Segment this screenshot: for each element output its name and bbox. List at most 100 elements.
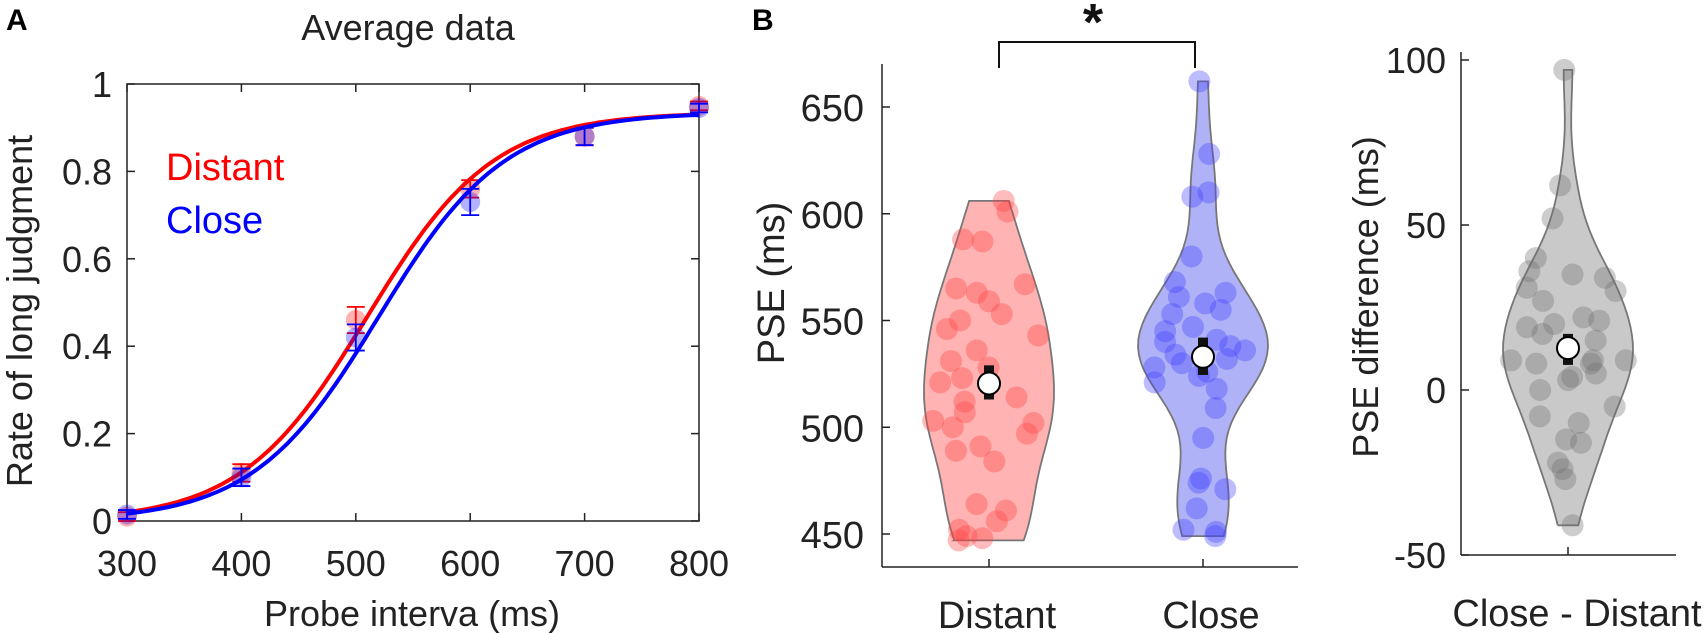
- data-point-distant: [955, 525, 978, 548]
- panel-b: B 450 500 550 600 650 PSE (ms) Distant Close *: [751, 0, 1298, 633]
- data-point-close: [1192, 426, 1215, 449]
- mean-marker-difference: [1556, 336, 1580, 361]
- data-point-difference: [1528, 405, 1551, 428]
- y-tick-label: 100: [1386, 40, 1446, 81]
- data-point-close: [1219, 335, 1242, 358]
- x-tick-label-close: Close: [1162, 595, 1259, 633]
- data-point-difference: [1531, 322, 1554, 345]
- data-point-distant: [994, 499, 1017, 522]
- data-point-distant: [949, 309, 972, 332]
- y-axis-label: PSE (ms): [751, 202, 793, 365]
- data-point-distant: [947, 529, 970, 552]
- data-point-distant: [935, 318, 958, 341]
- data-point-distant: [971, 527, 994, 550]
- data-point-close: [1170, 352, 1193, 375]
- data-point-close: [1187, 471, 1210, 494]
- data-point-difference: [1543, 313, 1566, 335]
- data-point-difference: [1554, 468, 1577, 491]
- data-point-difference: [1500, 349, 1523, 372]
- data-point-close: [1209, 298, 1232, 321]
- y-tick-label: 1: [92, 64, 112, 105]
- data-point-difference: [1569, 431, 1592, 454]
- legend: Distant Close: [166, 147, 285, 242]
- data-point-close: [1215, 347, 1238, 370]
- data-point-distant: [965, 339, 988, 362]
- data-point-difference: [1579, 352, 1602, 375]
- x-tick-label-distant: Distant: [938, 595, 1057, 633]
- data-point-distant: [983, 450, 1006, 473]
- data-point-distant: [952, 228, 975, 251]
- y-axis-label: Rate of long judgment: [0, 135, 40, 487]
- data-point-difference: [1593, 266, 1616, 289]
- data-point-difference: [1529, 379, 1552, 401]
- y-axis-label: PSE difference (ms): [1345, 136, 1386, 457]
- data-point-distant: [947, 518, 970, 541]
- data-point-close: [1198, 142, 1221, 165]
- data-point-difference: [1546, 451, 1569, 474]
- panel-a: A Average data 300 400 500 600 700 800 0 0.2 0.4 0.…: [0, 4, 729, 633]
- data-point-difference: [1561, 514, 1584, 537]
- data-point-difference: [1541, 207, 1564, 230]
- y-tick-label: 500: [801, 408, 864, 450]
- data-point-difference: [1549, 174, 1572, 197]
- significance-bracket: [998, 41, 1196, 68]
- data-point-close: [1204, 397, 1227, 420]
- data-point-difference: [1525, 352, 1548, 375]
- x-tick-label: 500: [326, 543, 386, 584]
- data-point-close: [1194, 292, 1217, 315]
- data-point-difference: [1567, 412, 1590, 434]
- data-point-difference: [1584, 329, 1607, 352]
- data-point-close: [1154, 330, 1177, 353]
- data-point-difference: [1588, 309, 1611, 332]
- data-point-close: [1197, 181, 1220, 204]
- y-tick-label: 0.4: [62, 326, 112, 367]
- mean-marker-close: [1191, 344, 1215, 369]
- data-point-close: [1205, 328, 1228, 351]
- x-tick-label: 700: [555, 543, 615, 584]
- fit-curve-close: [126, 112, 700, 516]
- data-point-close: [1205, 520, 1228, 543]
- data-point-distant: [971, 230, 994, 253]
- y-tick-label: 550: [801, 302, 864, 344]
- data-point-difference: [1557, 369, 1580, 392]
- data-point-distant: [939, 350, 962, 373]
- data-point-close: [1161, 303, 1184, 326]
- x-tick-label: 600: [440, 543, 500, 584]
- data-point-difference: [1515, 316, 1538, 339]
- error-bar-close: [690, 102, 708, 114]
- data-point-distant: [944, 439, 967, 462]
- y-tick-label: 600: [801, 195, 864, 237]
- data-point-close: [1204, 525, 1227, 548]
- data-point-close: [1180, 245, 1203, 268]
- data-point-distant: [990, 303, 1013, 326]
- chart-title: Average data: [301, 7, 515, 48]
- data-point-close: [1181, 315, 1204, 338]
- data-point-difference: [1515, 276, 1538, 299]
- data-point-difference: [1614, 349, 1637, 372]
- y-tick-label: 0: [92, 501, 112, 542]
- data-point-close: [1188, 70, 1211, 93]
- x-tick-label: 300: [97, 543, 157, 584]
- data-point-distant: [992, 189, 1015, 212]
- panel-label-b: B: [752, 4, 774, 37]
- data-point-distant: [969, 435, 992, 458]
- panel-c: -50 0 50 100 PSE difference (ms) Close - Dist…: [1345, 40, 1702, 633]
- x-tick-label-difference: Close - Distant: [1452, 593, 1702, 633]
- data-point-distant: [1022, 411, 1045, 434]
- data-point-close: [1167, 286, 1190, 309]
- data-point-difference: [1518, 260, 1541, 283]
- data-point-distant: [985, 510, 1008, 533]
- data-point-close: [1181, 185, 1204, 208]
- legend-distant: Distant: [166, 147, 285, 189]
- data-point-distant: [1005, 386, 1028, 409]
- data-point-distant: [1015, 422, 1038, 445]
- data-point-difference: [1584, 362, 1607, 385]
- data-point-difference: [1532, 289, 1555, 312]
- y-tick-label: 0.8: [62, 151, 112, 192]
- data-point-distant: [922, 409, 945, 432]
- y-tick-label: 450: [801, 515, 864, 557]
- data-point-distant: [1013, 273, 1036, 296]
- error-bar-close: [118, 509, 136, 520]
- plot-frame: [126, 83, 700, 522]
